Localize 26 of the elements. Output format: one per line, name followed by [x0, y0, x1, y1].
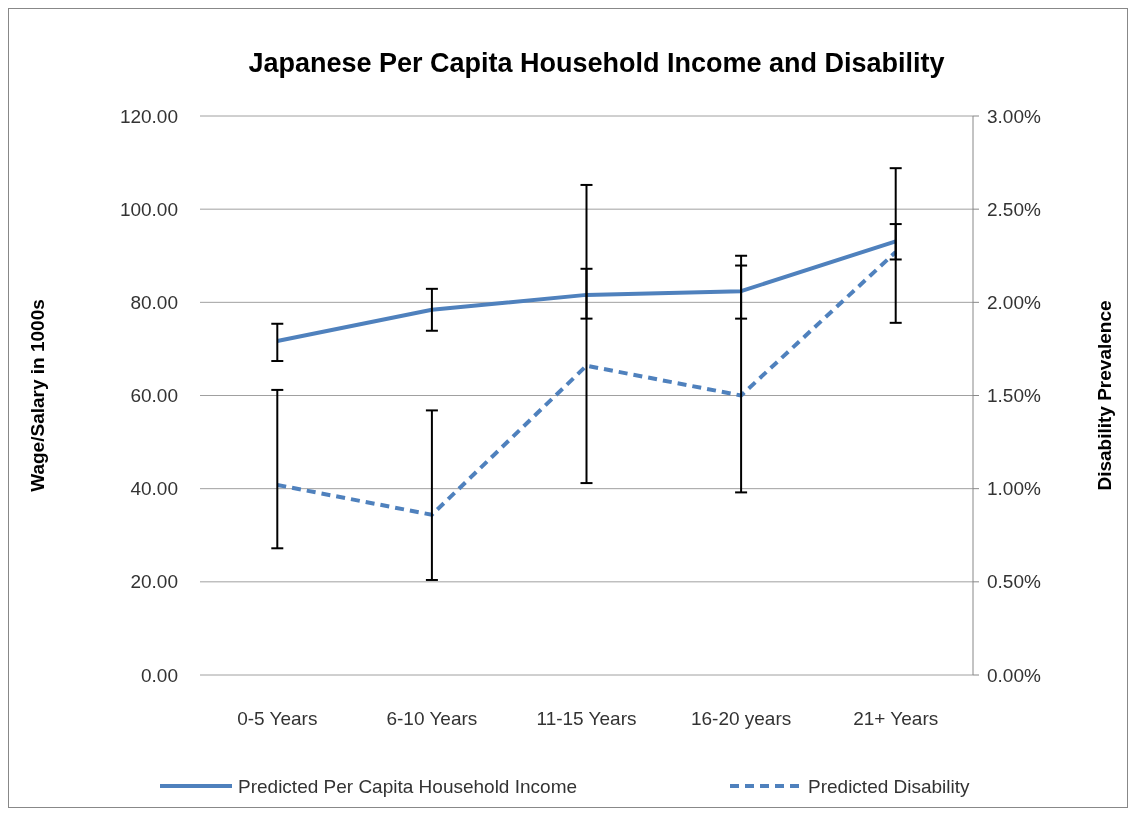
y2-tick-label: 0.00%: [987, 664, 1041, 686]
y-tick-label: 0.00: [141, 664, 178, 686]
x-tick-label: 6-10 Years: [386, 708, 478, 729]
y-tick-label: 80.00: [130, 291, 178, 313]
y2-axis-title: Disability Prevalence: [1094, 300, 1115, 491]
line-series: [275, 239, 898, 343]
y-tick-label: 20.00: [130, 571, 178, 593]
y2-tick-label: 2.00%: [987, 291, 1041, 313]
y-tick-label: 40.00: [130, 478, 178, 500]
chart-title: Japanese Per Capita Household Income and Disability: [248, 48, 945, 78]
legend-label: Predicted Disability: [808, 775, 971, 797]
legend-label: Predicted Per Capita Household Income: [238, 775, 578, 797]
y2-tick-label: 1.00%: [987, 478, 1041, 500]
y-axis-title: Wage/Salary in 1000s: [27, 299, 48, 492]
line-series: [275, 250, 898, 517]
x-tick-label: 21+ Years: [853, 708, 939, 729]
y-tick-label: 100.00: [119, 198, 178, 220]
y-tick-label: 120.00: [119, 105, 178, 127]
x-tick-label: 11-15 Years: [536, 708, 637, 729]
x-tick-label: 0-5 Years: [237, 708, 318, 729]
y2-tick-label: 3.00%: [987, 105, 1041, 127]
y-tick-label: 60.00: [130, 385, 178, 407]
y2-tick-label: 2.50%: [987, 198, 1041, 220]
y2-tick-label: 0.50%: [987, 571, 1041, 593]
x-tick-label: 16-20 years: [690, 708, 792, 729]
y2-tick-label: 1.50%: [987, 385, 1041, 407]
